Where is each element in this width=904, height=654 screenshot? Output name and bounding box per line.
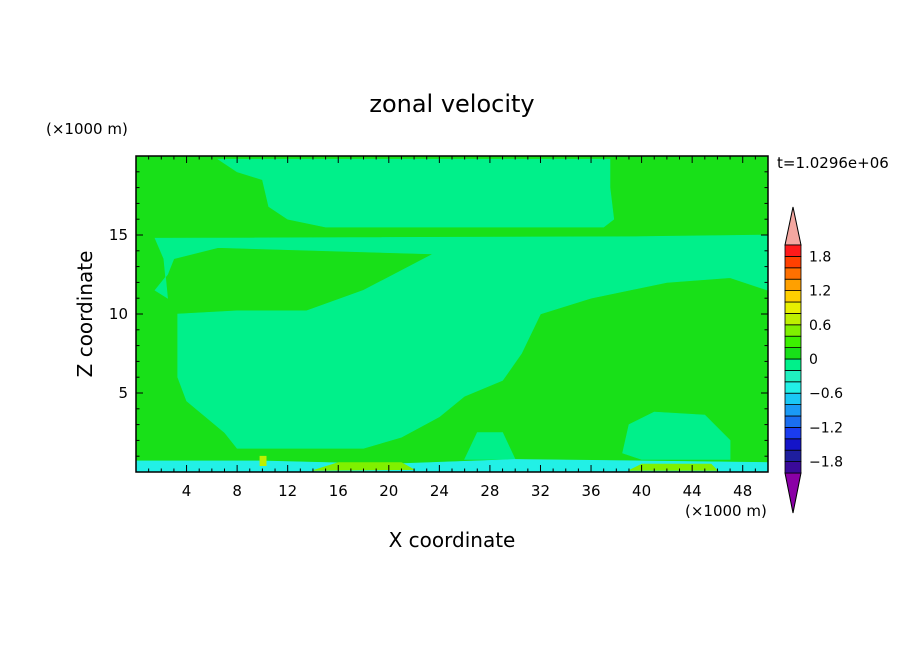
y-axis-unit: (×1000 m) [46,120,128,138]
contour-region-4 [622,411,731,460]
colorbar-swatch [784,392,802,406]
colorbar-swatch [784,255,802,269]
colorbar-swatch [784,426,802,440]
contour-region-5 [136,459,768,472]
colorbar-label: 1.2 [809,284,831,300]
colorbar-swatch [784,381,802,394]
contour-region-7 [628,463,719,471]
colorbar-swatch [784,369,802,383]
x-tick-label: 28 [480,482,499,500]
colorbar-swatch [784,267,802,280]
colorbar-label: 0 [809,352,818,368]
contour-plot-area [136,156,768,472]
x-tick-label: 40 [632,482,651,500]
colorbar-swatch [784,415,802,428]
contour-region-1 [217,158,615,228]
x-tick-label: 4 [182,482,192,500]
y-tick-label: 10 [109,305,128,323]
y-axis-ticks: 5 10 15 [109,171,768,457]
x-tick-label: 24 [430,482,449,500]
colorbar-swatch [784,358,802,371]
contour-region-2 [154,234,768,449]
colorbar-label: −1.8 [809,455,843,471]
colorbar-swatch [784,347,802,360]
colorbar-label: 1.8 [809,249,831,265]
x-tick-label: 20 [379,482,398,500]
x-axis-label: X coordinate [389,528,516,552]
x-tick-label: 12 [278,482,297,500]
colorbar-label: 0.6 [809,318,831,334]
x-tick-label: 8 [232,482,242,500]
colorbar-swatch [784,335,802,349]
colorbar-swatch [784,312,802,326]
colorbar-label: −1.2 [809,420,843,436]
y-tick-label: 5 [118,384,128,402]
y-tick-label: 15 [109,226,128,244]
x-axis-unit: (×1000 m) [685,502,767,520]
colorbar-swatch [784,461,802,474]
colorbar-under-triangle [784,472,802,514]
colorbar-swatch [784,301,802,314]
colorbar-swatch [784,438,802,451]
y-axis-label: Z coordinate [73,251,97,378]
x-tick-label: 32 [531,482,550,500]
chart-title: zonal velocity [369,90,534,118]
x-tick-label: 44 [683,482,702,500]
colorbar-swatch [784,290,802,303]
x-tick-label: 16 [329,482,348,500]
colorbar-over-triangle [784,206,802,246]
colorbar-swatch [784,278,802,292]
colorbar-label: −0.6 [809,386,843,402]
contour-region-3 [464,432,516,460]
colorbar-swatch [784,244,802,257]
x-tick-label: 48 [733,482,752,500]
contour-region-8 [259,455,267,467]
x-axis-ticks: 4 8 12 16 20 24 28 32 36 40 44 48 [148,156,756,500]
colorbar-swatch [784,324,802,337]
time-label: t=1.0296e+06 [777,154,889,172]
x-tick-label: 36 [581,482,600,500]
colorbar-swatch [784,449,802,463]
colorbar: 1.8 1.2 0.6 0 −0.6 −1.2 −1.8 [784,206,843,514]
colorbar-swatch [784,404,802,417]
